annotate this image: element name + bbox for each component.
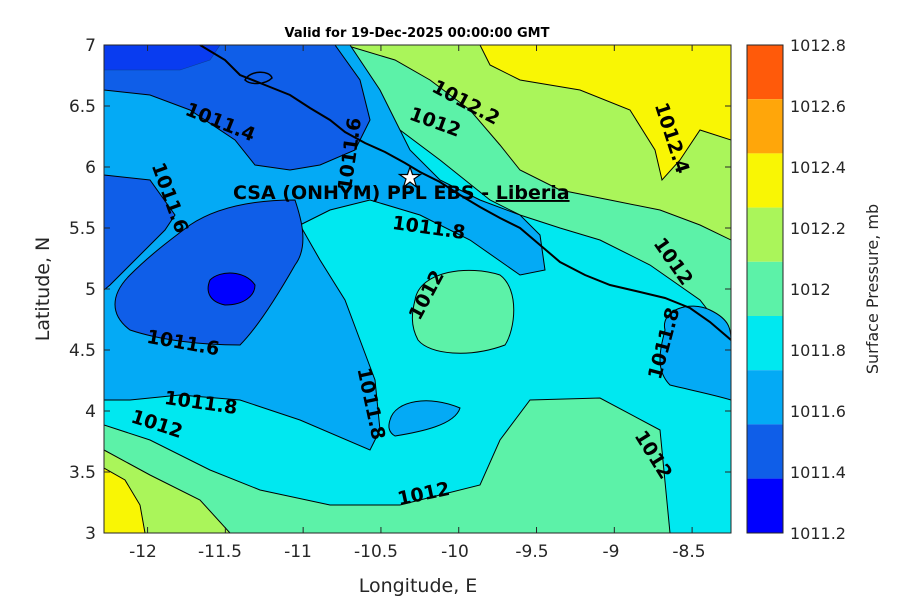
colorbar-swatch-1012-2: [747, 207, 783, 262]
x-tick-label: -10: [441, 542, 469, 562]
y-tick-label: 7: [85, 36, 96, 56]
colorbar-swatch-1011-2: [747, 478, 783, 533]
x-tick-label: -9: [603, 542, 620, 562]
x-tick-label: -12: [129, 542, 157, 562]
band-1011-6-south: [388, 400, 461, 437]
y-axis-label: Latitude, N: [32, 237, 54, 342]
band-1012-0-central: [411, 269, 515, 354]
band-1011-4: [104, 45, 371, 171]
x-tick-label: -9.5: [515, 542, 548, 562]
site-label: CSA (ONHYM) PPL EBS - Liberia: [233, 182, 570, 204]
lake-outline: [244, 71, 273, 85]
y-tick-label: 4: [85, 402, 96, 422]
y-tick-label: 3: [85, 524, 96, 544]
colorbar-frame: [746, 44, 784, 534]
x-axis-label: Longitude, E: [359, 575, 478, 597]
colorbar-tick-label: 1012.4: [790, 158, 846, 177]
site-label-main: CSA (ONHYM) PPL EBS -: [233, 182, 496, 204]
colorbar-tick-labels: 1012.8 1012.6 1012.4 1012.2 1012 1011.8 …: [790, 36, 846, 543]
y-tick-labels: 7 6.5 6 5.5 5 4.5 4 3.5 3: [69, 36, 96, 544]
band-1011-2: [207, 272, 256, 306]
band-1011-6: [104, 45, 546, 451]
y-tick-label: 4.5: [69, 341, 96, 361]
x-tick-label: -11: [284, 542, 312, 562]
colorbar-tick-label: 1011.4: [790, 463, 846, 482]
band-1012-4: [479, 45, 731, 182]
colorbar-tick-label: 1012.6: [790, 97, 846, 116]
colorbar-label: Surface Pressure, mb: [863, 204, 882, 374]
colorbar-swatch-1012-6: [747, 99, 783, 154]
colorbar-tick-label: 1012.2: [790, 219, 846, 238]
star-icon: [397, 165, 423, 189]
colorbar-swatch-1012-0: [747, 261, 783, 316]
site-marker: CSA (ONHYM) PPL EBS - Liberia: [233, 165, 570, 204]
figure-title: Valid for 19-Dec-2025 00:00:00 GMT: [285, 26, 550, 41]
colorbar-tick-label: 1011.8: [790, 341, 846, 360]
colorbar-swatch-1012-8: [747, 45, 783, 100]
colorbar-tick-label: 1011.2: [790, 524, 846, 543]
band-1011-2-north: [104, 45, 221, 71]
y-tick-label: 3.5: [69, 463, 96, 483]
x-tick-label: -10.5: [354, 542, 398, 562]
colorbar-tick-label: 1012: [790, 280, 831, 299]
y-tick-label: 5: [85, 280, 96, 300]
colorbar-swatch-1011-6: [747, 370, 783, 425]
y-tick-label: 5.5: [69, 219, 96, 239]
colorbar-swatch-1011-8: [747, 316, 783, 371]
pressure-contour-field: [104, 45, 731, 533]
colorbar-tick-label: 1012.8: [790, 36, 846, 55]
site-label-country: Liberia: [496, 182, 570, 204]
colorbar: [746, 44, 784, 534]
band-1011-4-central: [114, 199, 304, 346]
colorbar-swatch-1012-4: [747, 153, 783, 208]
band-1012-4-southwest: [104, 467, 146, 533]
coastline: [199, 45, 731, 341]
x-tick-labels: -12 -11.5 -11 -10.5 -10 -9.5 -9 -8.5: [129, 542, 705, 562]
y-tick-label: 6: [85, 158, 96, 178]
x-tick-label: -11.5: [198, 542, 242, 562]
x-tick-marks: [147, 45, 693, 533]
colorbar-tick-label: 1011.6: [790, 402, 846, 421]
y-tick-marks: [104, 44, 731, 534]
y-tick-label: 6.5: [69, 97, 96, 117]
colorbar-swatch-1011-4: [747, 424, 783, 479]
x-tick-label: -8.5: [672, 542, 705, 562]
band-1012-0-south: [104, 397, 671, 533]
